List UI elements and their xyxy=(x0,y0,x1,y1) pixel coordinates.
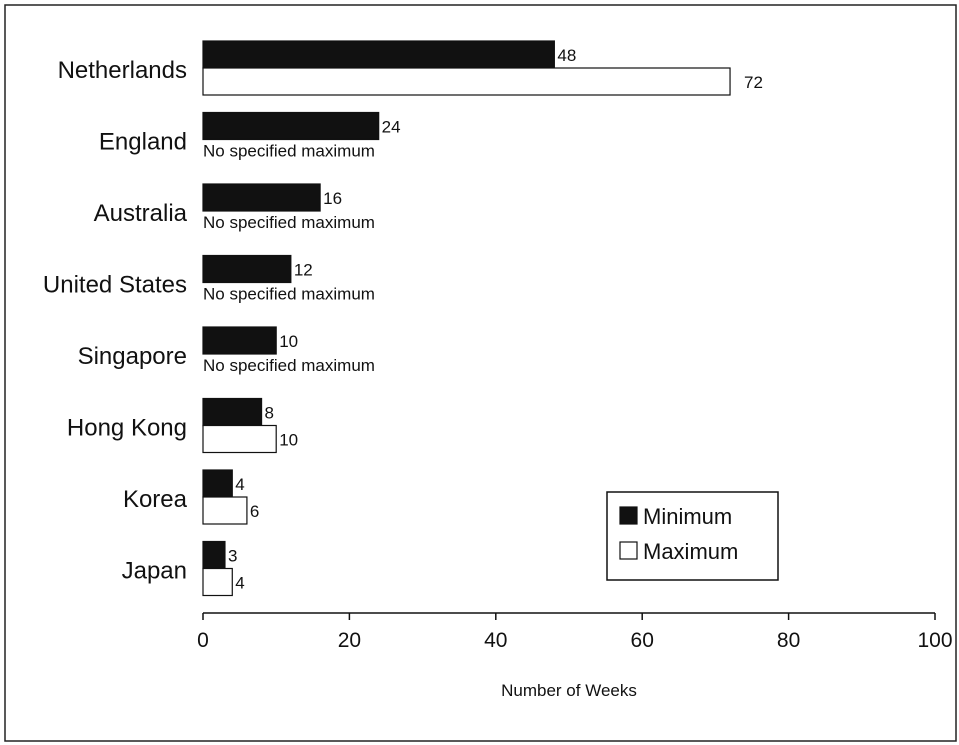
no-maximum-note: No specified maximum xyxy=(203,285,375,304)
bar-minimum xyxy=(202,469,233,498)
x-tick-label: 100 xyxy=(917,629,952,652)
value-label-maximum: 4 xyxy=(235,574,244,593)
legend-label-minimum: Minimum xyxy=(643,504,732,529)
x-tick-label: 60 xyxy=(631,629,654,652)
value-label-minimum: 4 xyxy=(235,475,244,494)
x-axis-label: Number of Weeks xyxy=(501,681,637,700)
value-label-maximum: 72 xyxy=(744,73,763,92)
bar-row: Netherlands 48 72 xyxy=(58,40,763,96)
bar-row: England 24 No specified maximum xyxy=(99,111,401,161)
legend-swatch-maximum xyxy=(619,541,638,560)
no-maximum-note: No specified maximum xyxy=(203,213,375,232)
bar-minimum xyxy=(202,326,277,355)
x-axis-ticks: 0 20 40 60 80 100 xyxy=(197,613,953,652)
bar-minimum xyxy=(202,111,380,141)
bar-row: Australia 16 No specified maximum xyxy=(94,183,375,232)
x-tick-label: 20 xyxy=(338,629,361,652)
no-maximum-note: No specified maximum xyxy=(203,356,375,375)
value-label-minimum: 3 xyxy=(228,547,237,566)
chart-border xyxy=(4,4,957,742)
bar-maximum xyxy=(202,424,277,454)
x-axis: 0 20 40 60 80 100 Number of Weeks xyxy=(197,612,953,700)
x-tick-label: 80 xyxy=(777,629,800,652)
no-maximum-note: No specified maximum xyxy=(203,142,375,161)
bar-row: Japan 3 4 xyxy=(122,540,245,597)
bar-minimum xyxy=(202,40,555,69)
bar-minimum xyxy=(202,540,226,570)
value-label-maximum: 10 xyxy=(279,431,298,450)
legend: Minimum Maximum xyxy=(606,491,779,581)
bar-row: Korea 46 xyxy=(123,469,259,525)
value-label-minimum: 12 xyxy=(294,261,313,280)
category-label: Japan xyxy=(122,558,187,585)
bar-minimum xyxy=(202,183,321,212)
value-label-minimum: 10 xyxy=(279,332,298,351)
legend-label-maximum: Maximum xyxy=(643,539,738,564)
x-tick-label: 0 xyxy=(197,629,209,652)
bar-row: Singapore 10 No specified maximum xyxy=(78,326,375,375)
value-label-minimum: 16 xyxy=(323,189,342,208)
value-label-minimum: 48 xyxy=(557,46,576,65)
bar-minimum xyxy=(202,397,263,427)
value-label-minimum: 24 xyxy=(382,118,401,137)
bar-minimum xyxy=(202,254,292,284)
bar-row: United States 12 No specified maximum xyxy=(43,254,375,304)
category-label: Singapore xyxy=(78,343,187,370)
category-label: Hong Kong xyxy=(67,415,187,442)
value-label-maximum: 6 xyxy=(250,502,259,521)
bar-maximum xyxy=(202,567,233,597)
bar-row: Hong Kong 8 10 xyxy=(67,397,298,454)
legend-swatch-minimum xyxy=(619,506,638,525)
category-label: Australia xyxy=(94,200,188,227)
bar-maximum xyxy=(202,67,731,96)
category-label: Netherlands xyxy=(58,57,187,84)
category-label: United States xyxy=(43,272,187,299)
value-label-minimum: 8 xyxy=(265,404,274,423)
x-tick-label: 40 xyxy=(484,629,507,652)
category-label: Korea xyxy=(123,486,188,513)
bar-maximum xyxy=(202,496,248,525)
category-label: England xyxy=(99,129,187,156)
